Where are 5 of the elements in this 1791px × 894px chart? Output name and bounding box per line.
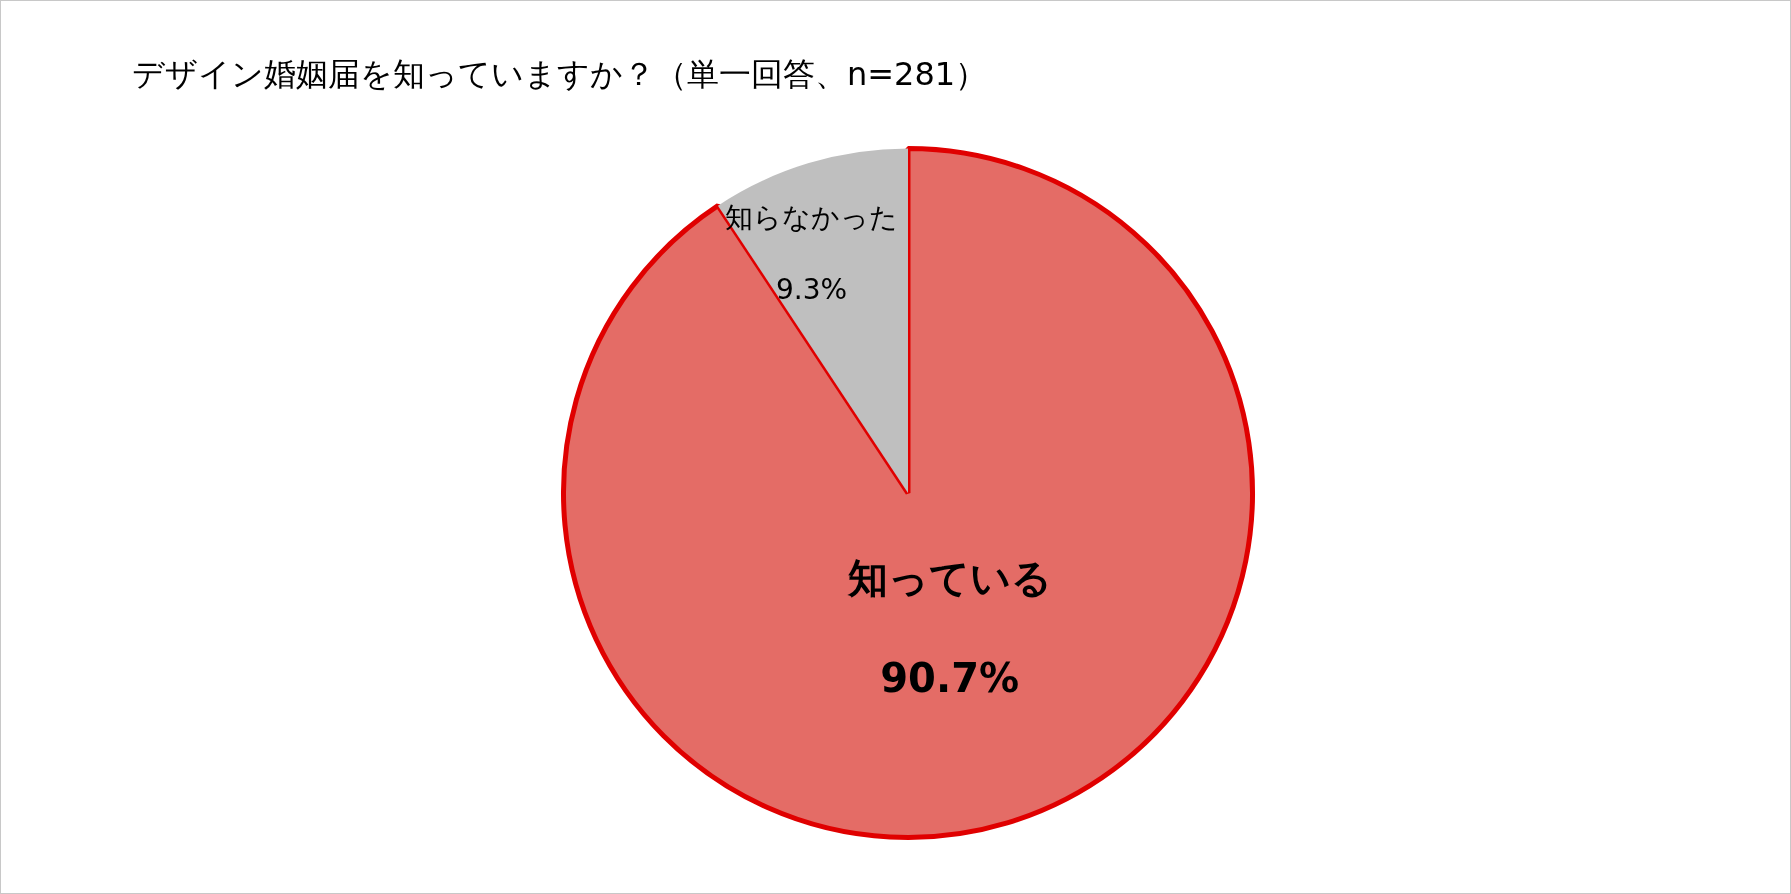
slice-label: 知っている [846, 554, 1052, 601]
data-label: 9.3% [775, 272, 848, 306]
data-label: 90.7% [880, 654, 1020, 701]
slice-label: 知らなかった [725, 200, 898, 234]
chart-title: デザイン婚姻届を知っていますか？（単一回答、n=281） [132, 54, 988, 95]
